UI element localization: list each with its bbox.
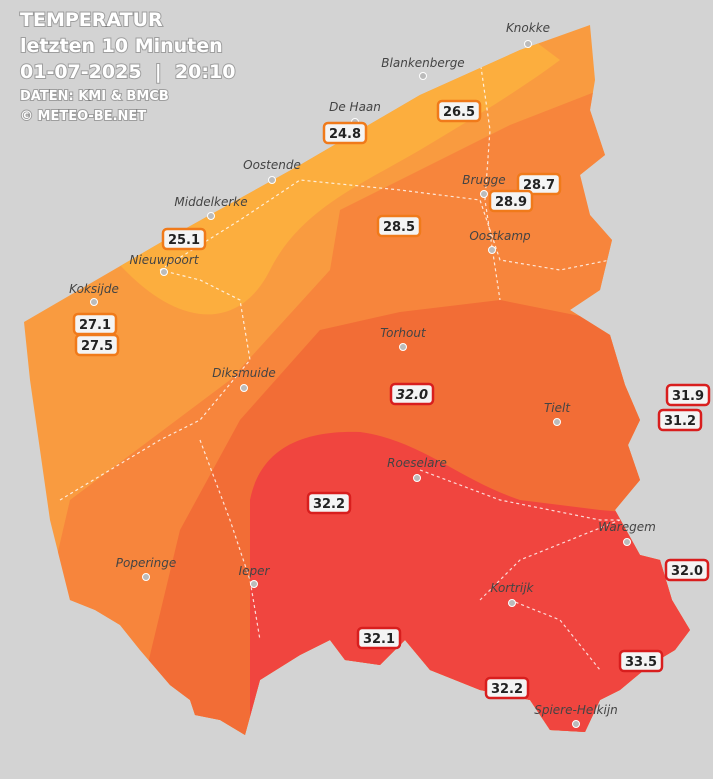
station-value: 32.2: [491, 682, 523, 697]
city-dot: [250, 580, 258, 588]
city-dot: [419, 72, 427, 80]
station-value: 25.1: [168, 233, 200, 248]
city-label: Roeselare: [387, 456, 447, 470]
city-label: Diksmuide: [212, 366, 275, 380]
city-label: Torhout: [380, 326, 427, 340]
station-box: [618, 649, 664, 673]
city-dot: [268, 176, 276, 184]
city-label: Nieuwpoort: [129, 253, 199, 267]
city-dot: [207, 212, 215, 220]
station-box: [664, 558, 710, 582]
subtitle: letzten 10 Minuten: [20, 35, 223, 57]
station-box: [306, 491, 352, 515]
city-dot: [524, 40, 532, 48]
station-value: 32.1: [363, 632, 395, 647]
station-box: [376, 214, 422, 238]
city-label: Tielt: [544, 401, 571, 415]
station-value: 31.9: [672, 389, 704, 404]
station-value: 32.0: [671, 564, 703, 579]
source: DATEN: KMI & BMCB: [20, 89, 169, 104]
station-box: [356, 626, 402, 650]
title: TEMPERATUR: [20, 9, 163, 31]
city-label: Poperinge: [116, 556, 176, 570]
stations: 26.5 24.8 28.7 28.9 25.1 28.5 27.1 27.5 32.0 31.9…: [72, 99, 711, 700]
city-label: Ieper: [239, 564, 271, 578]
station-value: 28.5: [383, 220, 415, 235]
city-label: Knokke: [506, 21, 550, 35]
station-value: 28.7: [523, 178, 555, 193]
city-dot: [488, 246, 496, 254]
city-dot: [623, 538, 631, 546]
station-box: [665, 383, 711, 407]
station-box: [161, 227, 207, 251]
station-value: 31.2: [664, 414, 696, 429]
station-value: 26.5: [443, 105, 475, 120]
station-value: 27.1: [79, 318, 111, 333]
station-value: 32.0: [396, 388, 428, 403]
station-box: [484, 676, 530, 700]
station-box: [74, 333, 120, 357]
city-dot: [572, 720, 580, 728]
city-label: De Haan: [329, 100, 381, 114]
city-dot: [553, 418, 561, 426]
station-box: [657, 408, 703, 432]
station-box: [436, 99, 482, 123]
station-value: 27.5: [81, 339, 113, 354]
city-label: Oostende: [243, 158, 301, 172]
city-label: Brugge: [462, 173, 505, 187]
city-label: Middelkerke: [174, 195, 247, 209]
city-dot: [413, 474, 421, 482]
city-label: Spiere-Helkijn: [534, 703, 618, 717]
city-label: Koksijde: [69, 282, 119, 296]
station-value: 33.5: [625, 655, 657, 670]
city-dot: [399, 343, 407, 351]
station-box: [488, 189, 534, 213]
city-dot: [142, 573, 150, 581]
city-label: Waregem: [598, 520, 656, 534]
city-dot: [160, 268, 168, 276]
city-label: Kortrijk: [491, 581, 535, 595]
station-value: 32.2: [313, 497, 345, 512]
station-value: 24.8: [329, 127, 361, 142]
station-box: [516, 172, 562, 196]
city-dot: [480, 190, 488, 198]
station-box: [389, 382, 435, 406]
city-dot: [90, 298, 98, 306]
header: TEMPERATUR letzten 10 Minuten 01-07-2025…: [19, 8, 236, 125]
city-dot: [508, 599, 516, 607]
city-label: Blankenberge: [381, 56, 464, 70]
copyright: © METEO-BE.NET: [20, 109, 146, 124]
city-dot: [240, 384, 248, 392]
station-box: [322, 121, 368, 145]
datetime: 01-07-2025 | 20:10: [20, 61, 235, 83]
city-label: Oostkamp: [469, 229, 531, 243]
station-value: 28.9: [495, 195, 527, 210]
